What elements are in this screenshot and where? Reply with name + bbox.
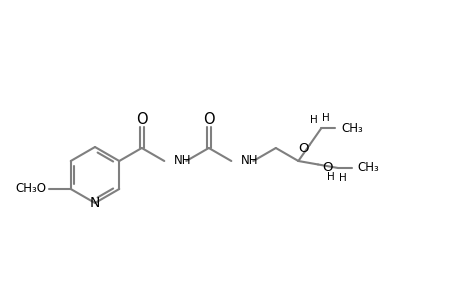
Text: H: H (326, 172, 334, 182)
Text: NH: NH (241, 154, 258, 167)
Text: O: O (298, 142, 308, 155)
Text: CH₃: CH₃ (357, 161, 379, 174)
Text: CH₃O: CH₃O (16, 182, 47, 196)
Text: CH₃: CH₃ (341, 122, 362, 135)
Text: N: N (90, 196, 100, 210)
Text: O: O (136, 112, 147, 128)
Text: NH: NH (174, 154, 191, 167)
Text: H: H (338, 173, 346, 183)
Text: O: O (202, 112, 214, 128)
Text: H: H (322, 113, 330, 123)
Text: H: H (310, 115, 318, 125)
Text: O: O (321, 161, 332, 174)
